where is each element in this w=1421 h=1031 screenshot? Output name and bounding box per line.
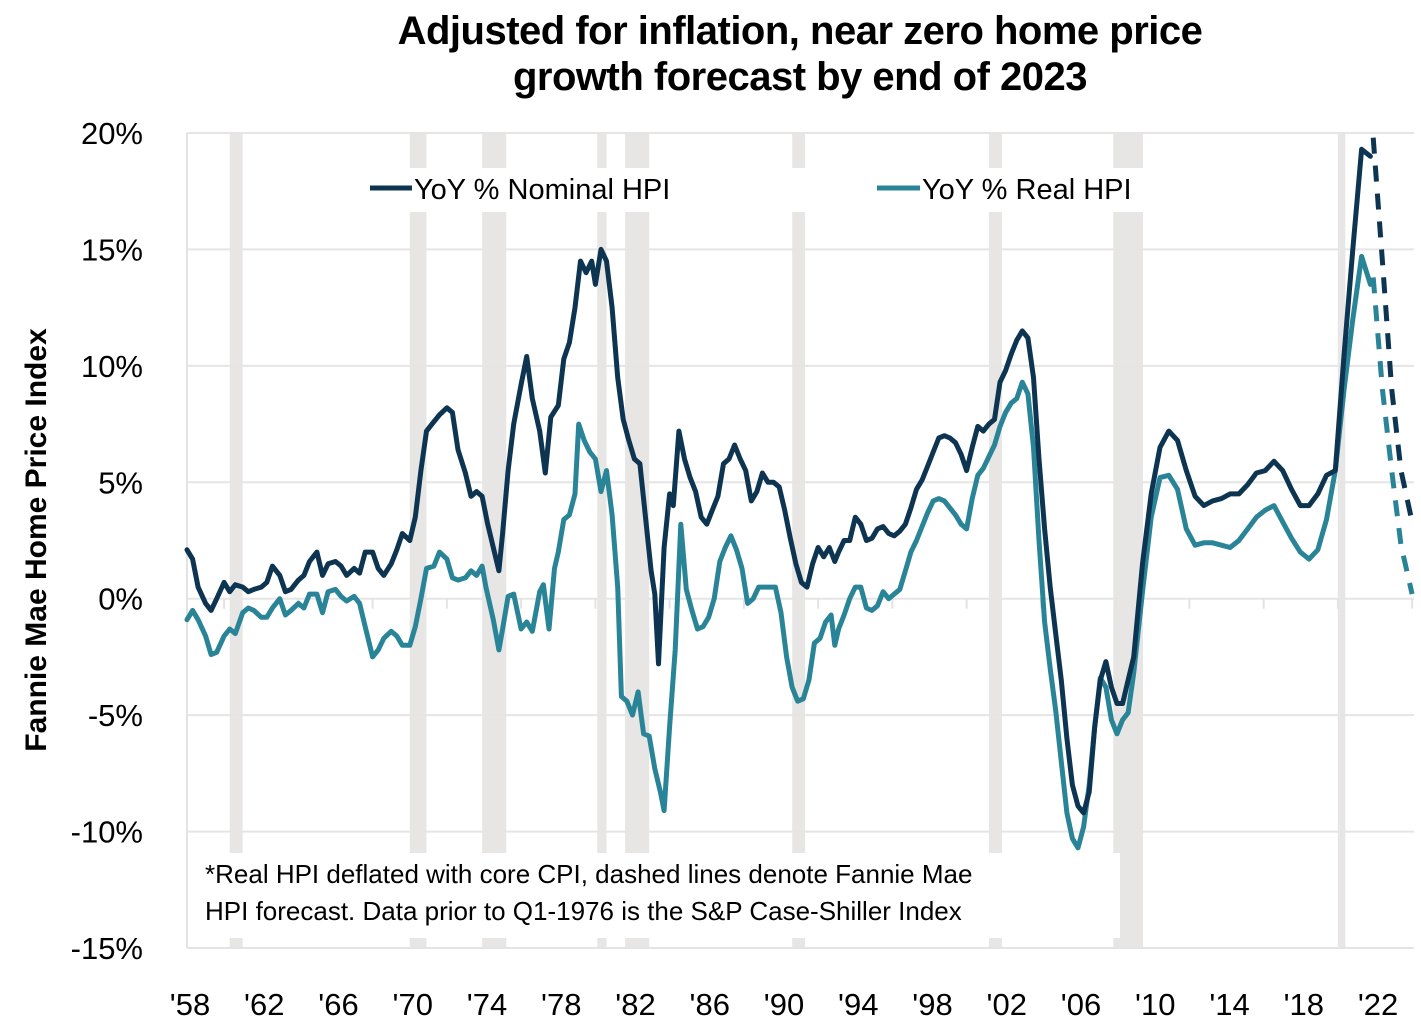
x-tick-label: '90 (764, 987, 804, 1022)
y-tick-label: -5% (88, 698, 143, 733)
legend: YoY % Nominal HPI YoY % Real HPI (360, 168, 1170, 212)
real-hpi-forecast-line (1370, 277, 1415, 595)
x-tick-label: '78 (541, 987, 581, 1022)
chart-title-line-1: Adjusted for inflation, near zero home p… (397, 9, 1203, 53)
annotation-line: *Real HPI deflated with core CPI, dashed… (205, 859, 972, 889)
recession-bands (229, 133, 1346, 948)
x-tick-label: '98 (912, 987, 952, 1022)
nominal-hpi-line (184, 146, 1373, 816)
x-tick-label: '22 (1358, 987, 1398, 1022)
legend-label-real: YoY % Real HPI (922, 174, 1132, 206)
y-tick-label: 0% (98, 582, 143, 617)
recession-band (988, 133, 1002, 948)
x-tick-label: '18 (1284, 987, 1324, 1022)
y-tick-label: -15% (71, 931, 143, 966)
x-tick-label: '14 (1209, 987, 1249, 1022)
recession-band (625, 133, 650, 948)
annotation-background (195, 853, 1120, 938)
nominal-hpi-forecast-line (1370, 137, 1415, 523)
chart-title-line-2: growth forecast by end of 2023 (512, 55, 1088, 99)
legend-background (360, 168, 1170, 212)
x-tick-label: '94 (838, 987, 878, 1022)
x-tick-label: '10 (1135, 987, 1175, 1022)
y-tick-label: 10% (81, 349, 143, 384)
y-tick-label: 20% (81, 116, 143, 151)
y-tick-label: 15% (81, 232, 143, 267)
recession-band (1339, 133, 1346, 948)
recession-band (409, 133, 427, 948)
recession-band (1113, 133, 1143, 948)
y-axis-title: Fannie Mae Home Price Index (20, 328, 53, 752)
y-tick-label: 5% (98, 465, 143, 500)
annotation: *Real HPI deflated with core CPI, dashed… (205, 859, 972, 926)
x-tick-label: '58 (170, 987, 210, 1022)
x-tick-label: '82 (615, 987, 655, 1022)
series-lines (184, 137, 1415, 851)
x-tick-label: '02 (987, 987, 1027, 1022)
recession-band (792, 133, 806, 948)
x-tick-label: '66 (318, 987, 358, 1022)
recession-band (229, 133, 243, 948)
x-tick-label: '62 (244, 987, 284, 1022)
annotation-line: HPI forecast. Data prior to Q1-1976 is t… (205, 896, 962, 926)
recession-band (597, 133, 607, 948)
chart-title: Adjusted for inflation, near zero home p… (180, 8, 1420, 100)
x-tick-label: '70 (393, 987, 433, 1022)
x-tick-label: '86 (690, 987, 730, 1022)
real-hpi-line (184, 253, 1373, 851)
axes: 20% 15% 10% 5% 0% -5% -10% -15% '58 '62 '66 '70 '74 '… (71, 116, 1414, 1022)
x-tick-label: '74 (467, 987, 507, 1022)
x-tick-label: '06 (1061, 987, 1101, 1022)
y-tick-label: -10% (71, 815, 143, 850)
legend-label-nominal: YoY % Nominal HPI (414, 174, 670, 206)
annotation-box (195, 853, 1120, 938)
